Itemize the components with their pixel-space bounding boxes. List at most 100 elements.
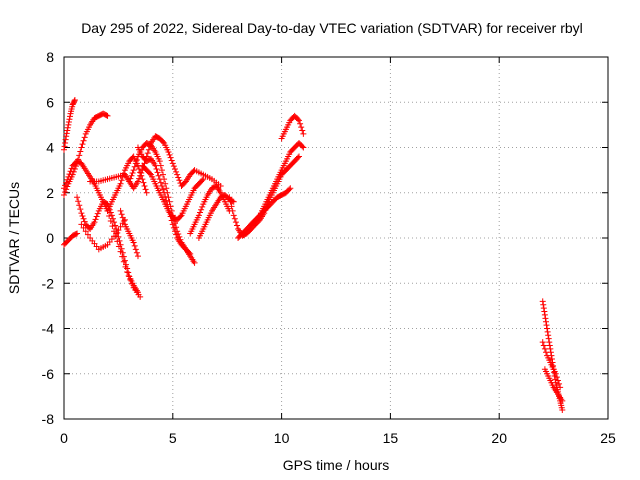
data-point <box>116 237 123 244</box>
data-point <box>296 117 303 124</box>
data-point <box>287 185 294 192</box>
data-point <box>64 176 71 183</box>
data-point <box>109 223 116 230</box>
data-point <box>144 150 151 157</box>
data-point <box>156 176 163 183</box>
data-point <box>198 206 205 213</box>
data-point <box>543 322 550 329</box>
data-point <box>61 192 67 199</box>
data-point <box>80 224 87 231</box>
data-point <box>77 148 84 155</box>
data-point <box>126 178 133 185</box>
series-track-d <box>61 230 81 248</box>
data-point <box>163 185 170 192</box>
x-tick-label: 10 <box>274 430 290 446</box>
data-point <box>142 186 149 193</box>
y-tick-label: 0 <box>46 230 54 246</box>
data-point <box>175 174 182 181</box>
series-track-a <box>61 96 78 153</box>
data-point <box>230 212 237 219</box>
y-tick-label: 8 <box>46 49 54 65</box>
data-point <box>155 172 162 179</box>
data-point <box>186 249 193 256</box>
data-point <box>115 233 122 240</box>
data-point <box>118 211 125 218</box>
data-point <box>200 176 207 183</box>
data-point <box>81 134 88 141</box>
data-point <box>545 335 552 342</box>
data-point <box>136 165 143 172</box>
series-track-h <box>104 153 150 214</box>
data-point <box>541 308 548 315</box>
data-point <box>169 160 176 167</box>
data-point <box>63 133 70 140</box>
data-point <box>160 186 167 193</box>
data-point <box>545 332 552 339</box>
y-tick-label: 4 <box>46 140 54 156</box>
data-point <box>165 149 172 156</box>
data-point <box>137 293 144 300</box>
data-point <box>119 214 126 221</box>
data-point <box>177 213 184 220</box>
data-point <box>557 384 564 391</box>
data-point <box>62 139 69 146</box>
data-point <box>187 250 194 257</box>
data-point <box>540 342 547 349</box>
data-point <box>300 144 307 151</box>
data-point <box>106 212 113 219</box>
data-point <box>71 96 78 103</box>
data-point <box>158 182 165 189</box>
data-point <box>233 222 240 229</box>
data-point <box>542 349 549 356</box>
data-point <box>77 206 84 213</box>
x-tick-label: 5 <box>169 430 177 446</box>
data-point <box>168 157 175 164</box>
data-point <box>153 165 160 172</box>
data-point <box>61 146 67 153</box>
data-point <box>299 143 306 150</box>
data-point <box>72 231 79 238</box>
data-point <box>143 189 150 196</box>
data-point <box>145 146 152 153</box>
data-point <box>166 151 173 158</box>
data-point <box>199 203 206 210</box>
data-point <box>118 177 125 184</box>
data-point <box>553 374 560 381</box>
data-point <box>113 230 120 237</box>
data-point <box>134 289 141 296</box>
data-point <box>542 315 549 322</box>
data-point <box>117 180 124 187</box>
data-point <box>146 170 153 177</box>
y-tick-label: -4 <box>42 321 55 337</box>
data-point <box>131 163 138 170</box>
data-point <box>115 227 122 234</box>
plot-frame <box>63 56 609 420</box>
data-point <box>165 194 172 201</box>
data-point <box>71 98 78 105</box>
data-point <box>169 221 176 228</box>
data-point <box>134 253 141 260</box>
y-tick-label: 6 <box>46 94 54 110</box>
series-track-q <box>248 185 294 228</box>
data-point <box>66 116 73 123</box>
data-point <box>61 185 67 192</box>
data-point <box>78 221 85 228</box>
data-point <box>130 239 137 246</box>
data-point <box>114 229 121 236</box>
data-point <box>548 356 555 363</box>
data-point <box>62 182 69 189</box>
data-point <box>552 370 559 377</box>
data-point <box>78 144 85 151</box>
data-point <box>559 406 566 413</box>
data-point <box>69 171 76 178</box>
data-point <box>123 261 130 268</box>
data-point <box>160 138 167 145</box>
data-point <box>199 177 206 184</box>
data-point <box>68 165 75 172</box>
series-track-i <box>117 207 141 260</box>
data-point <box>71 165 78 172</box>
data-point <box>112 222 119 229</box>
data-point <box>299 127 306 134</box>
